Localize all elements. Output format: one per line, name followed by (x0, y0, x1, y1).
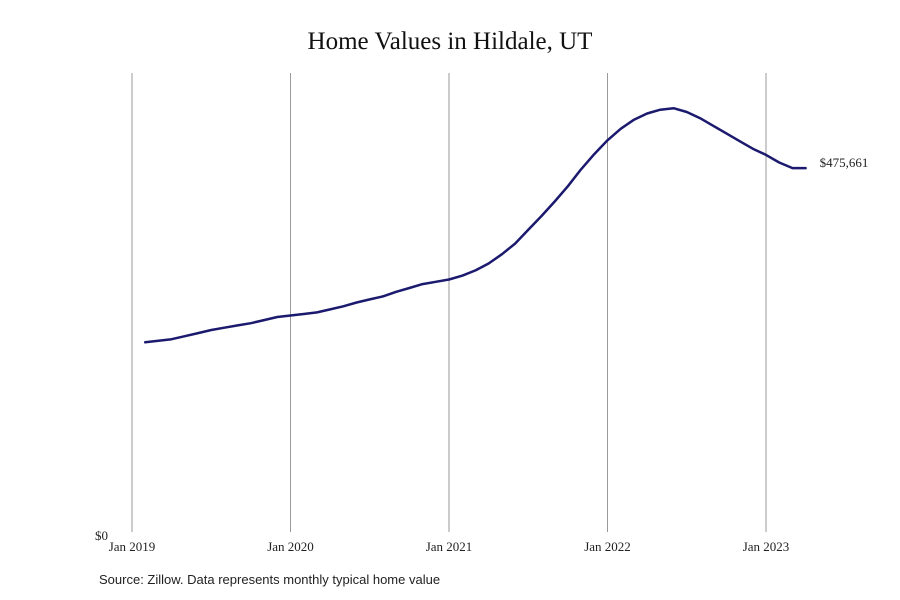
chart-title: Home Values in Hildale, UT (307, 28, 593, 55)
x-axis-tick-label: Jan 2023 (743, 539, 790, 554)
x-axis-ticks: Jan 2019 Jan 2020 Jan 2021 Jan 2022 Jan 2023 (109, 539, 790, 554)
series-line (143, 106, 807, 344)
end-value-label: $475,661 (820, 155, 869, 170)
x-axis-tick-label: Jan 2022 (584, 539, 631, 554)
x-axis-tick-label: Jan 2021 (426, 539, 473, 554)
gridlines (131, 73, 767, 532)
x-axis-tick-label: Jan 2020 (267, 539, 314, 554)
source-note: Source: Zillow. Data represents monthly … (99, 572, 441, 587)
y-axis-tick-label: $0 (95, 528, 108, 543)
x-axis-tick-label: Jan 2019 (109, 539, 156, 554)
